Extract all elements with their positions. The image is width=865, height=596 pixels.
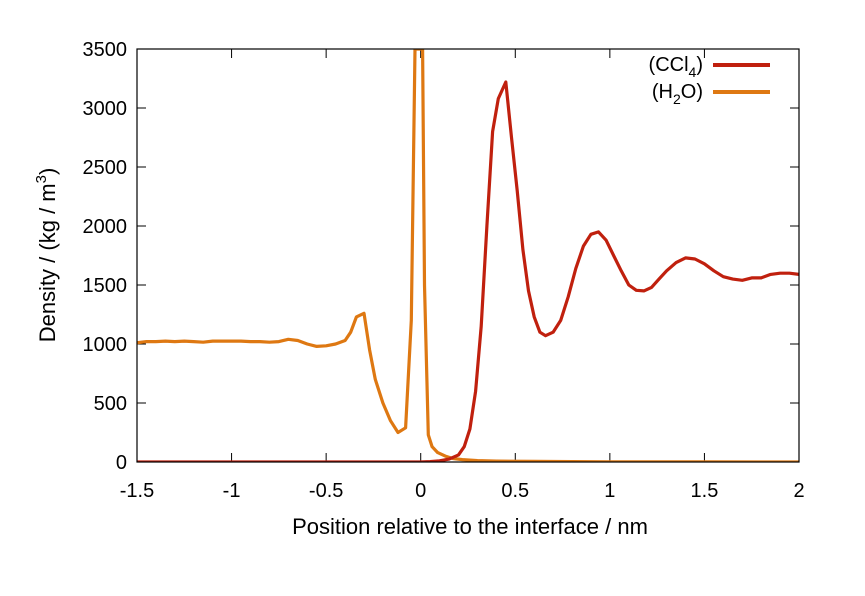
y-tick-label: 1500 bbox=[83, 275, 128, 297]
legend-label-h2o: (H2O) bbox=[652, 81, 703, 107]
x-tick-label: 0.5 bbox=[501, 480, 529, 502]
x-tick-label: -1 bbox=[223, 480, 241, 502]
y-tick-label: 0 bbox=[116, 452, 127, 474]
series-line-ccl4 bbox=[137, 80, 799, 462]
legend: (CCl4) (H2O) bbox=[649, 54, 770, 107]
plot-frame bbox=[136, 48, 800, 463]
x-tick-label: 1.5 bbox=[691, 480, 719, 502]
x-tick-label: 0 bbox=[415, 480, 426, 502]
y-tick-label: 1000 bbox=[83, 334, 128, 356]
x-axis-ticks: -1.5 -1 -0.5 0 0.5 1 1.5 2 bbox=[120, 49, 805, 502]
x-tick-label: 1 bbox=[604, 480, 615, 502]
y-tick-label: 2500 bbox=[83, 157, 128, 179]
y-tick-label: 500 bbox=[94, 393, 127, 415]
y-axis-ticks: 0 500 1000 1500 2000 2500 3000 3500 bbox=[83, 39, 799, 474]
x-tick-label: -1.5 bbox=[120, 480, 154, 502]
x-axis-title: Position relative to the interface / nm bbox=[292, 514, 648, 539]
legend-label-ccl4: (CCl4) bbox=[649, 54, 703, 80]
plot-series-area bbox=[137, 49, 799, 462]
x-tick-label: 2 bbox=[793, 480, 804, 502]
y-axis-title: Density / (kg / m3) bbox=[33, 168, 60, 343]
series-line-h2o bbox=[137, 49, 799, 462]
y-tick-label: 3000 bbox=[83, 98, 128, 120]
y-tick-label: 2000 bbox=[83, 216, 128, 238]
x-tick-label: -0.5 bbox=[309, 480, 343, 502]
y-tick-label: 3500 bbox=[83, 39, 128, 61]
